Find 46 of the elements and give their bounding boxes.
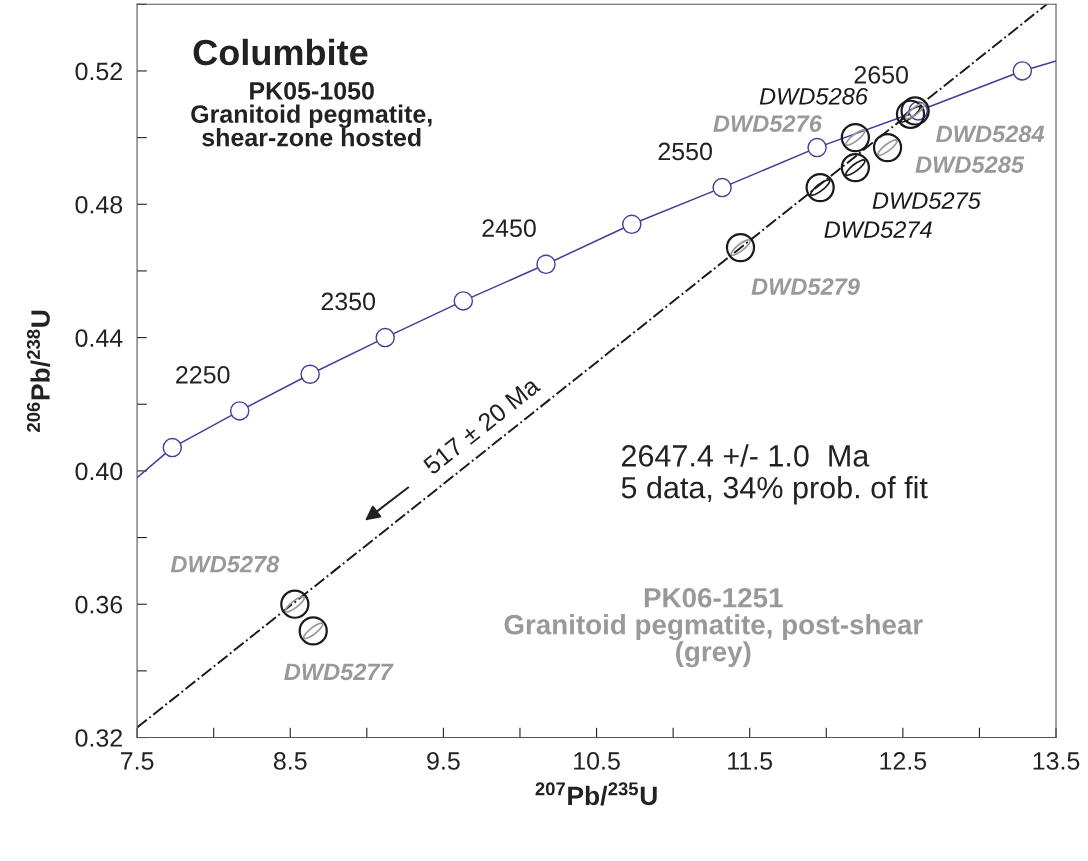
series-label: DWD5279 bbox=[751, 278, 860, 295]
text: PK05-1050 Granitoid pegmatite, shear-zone hosted bbox=[191, 81, 432, 147]
point bbox=[840, 152, 871, 183]
series-label: DWD5285 bbox=[915, 156, 1025, 173]
y-tick-label: 0.52 bbox=[75, 62, 122, 81]
x-tick-label: 8.5 bbox=[273, 752, 307, 770]
y-tick-label: 0.32 bbox=[75, 729, 122, 747]
series-label: DWD5275 bbox=[872, 192, 981, 209]
y-tick-label: 0.40 bbox=[75, 462, 123, 481]
x-tick-label: 10.5 bbox=[574, 752, 620, 770]
series-label: DWD5286 bbox=[759, 87, 868, 105]
y-tick-label: 0.44 bbox=[75, 329, 123, 347]
x-tick-label: 9.5 bbox=[427, 752, 460, 770]
x-tick-label: 11.5 bbox=[728, 752, 773, 770]
annotation: 2250 bbox=[176, 365, 230, 384]
annotation: 517 ± 20 Ma bbox=[422, 375, 542, 476]
x-tick-label: 12.5 bbox=[880, 752, 927, 770]
point bbox=[453, 291, 474, 311]
point bbox=[162, 437, 183, 458]
series-label: DWD5276 bbox=[713, 115, 822, 132]
annotation: 2450 bbox=[482, 219, 536, 237]
point bbox=[622, 214, 642, 235]
annotation: 2550 bbox=[658, 142, 712, 161]
y-axis-title: $^{206}$Pb/$^{238}$U bbox=[26, 310, 51, 432]
point bbox=[229, 401, 250, 421]
point bbox=[300, 364, 320, 385]
point bbox=[536, 254, 556, 275]
x-axis-title: $^{207}$Pb/$^{235}$U bbox=[535, 782, 657, 806]
point bbox=[807, 137, 827, 158]
point bbox=[1012, 61, 1033, 81]
point bbox=[712, 177, 732, 198]
point bbox=[805, 172, 835, 203]
series-label: DWD5274 bbox=[824, 221, 932, 238]
x-tick-label: 13.5 bbox=[1033, 752, 1080, 770]
series-label: DWD5277 bbox=[284, 663, 394, 681]
annotation: 2647.4 +/- 1.0 Ma 5 data, 34% prob. of fit bbox=[621, 444, 928, 505]
text: Columbite bbox=[193, 38, 368, 66]
y-tick-label: 0.48 bbox=[75, 195, 123, 214]
annotation: 2350 bbox=[321, 292, 376, 311]
series-label: DWD5284 bbox=[936, 125, 1045, 143]
y-tick-label: 0.36 bbox=[75, 595, 123, 614]
annotation: PK06-1251 Granitoid pegmatite, post-shear (grey) bbox=[504, 587, 923, 668]
annotation: 2650 bbox=[854, 65, 909, 84]
series-label: DWD5278 bbox=[170, 555, 280, 573]
x-tick-label: 7.5 bbox=[120, 752, 154, 770]
point bbox=[375, 327, 395, 348]
